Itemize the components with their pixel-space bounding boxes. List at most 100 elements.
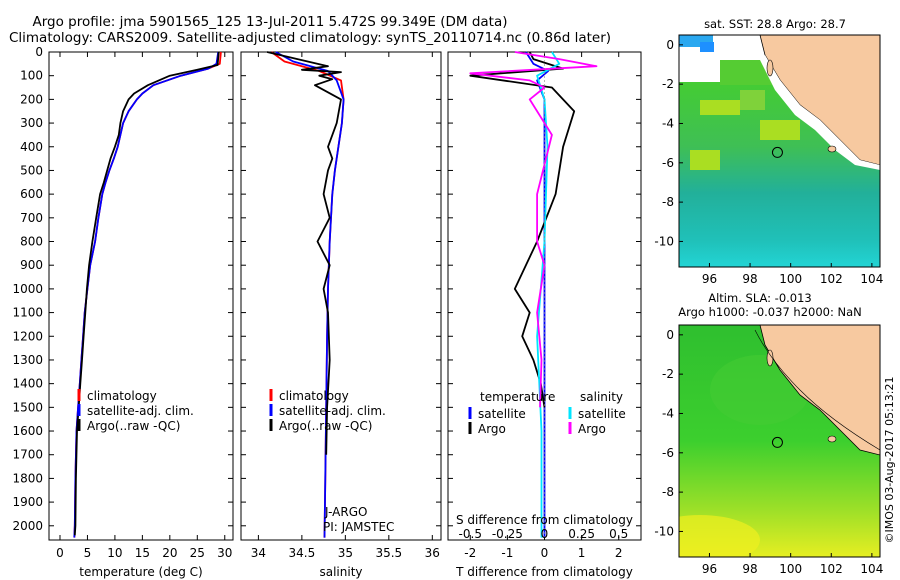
difference-x-tick-label: -1 (501, 546, 513, 560)
depth-tick-label: 1800 (12, 471, 43, 485)
sla_map-y-tick-label: -4 (662, 406, 674, 420)
sla_map-y-tick-label: -8 (662, 485, 674, 499)
sla-map-panel: Altim. SLA: -0.013 Argo h1000: -0.037 h2… (678, 291, 881, 558)
depth-tick-label: 2000 (12, 519, 43, 533)
difference-x-tick-label: 0 (541, 546, 549, 560)
depth-tick-label: 900 (20, 258, 43, 272)
sst_map-argo-position-marker (771, 146, 783, 158)
sst-map-title: sat. SST: 28.8 Argo: 28.7 (704, 17, 846, 31)
depth-tick-label: 1300 (12, 353, 43, 367)
salinity-x-tick-label: 34.5 (289, 546, 316, 560)
sla_map-y-tick-label: 0 (666, 328, 674, 342)
difference-secondary-tick-label: -0.5 (459, 527, 482, 541)
salinity-series-argo-raw-qc- (266, 51, 342, 455)
temperature-x-tick-label: 30 (217, 546, 232, 560)
difference-legend-label: satellite (478, 407, 526, 421)
depth-tick-label: 700 (20, 211, 43, 225)
salinity-legend-label: climatology (279, 389, 349, 403)
sst_map-x-tick-label: 98 (742, 272, 757, 286)
depth-tick-label: 1000 (12, 282, 43, 296)
depth-tick-label: 0 (35, 45, 43, 59)
difference-x-tick-label: 2 (615, 546, 623, 560)
temperature-series-argo-raw-qc- (73, 51, 220, 536)
temperature-legend-label: satellite-adj. clim. (87, 404, 194, 418)
salinity-plot-frame (240, 51, 442, 541)
depth-tick-label: 1900 (12, 495, 43, 509)
temperature-x-tick-label: 20 (162, 546, 177, 560)
sla_map-y-tick-label: -2 (662, 367, 674, 381)
temperature-x-tick-label: 15 (135, 546, 150, 560)
depth-tick-label: 1100 (12, 306, 43, 320)
depth-tick-label: 600 (20, 187, 43, 201)
difference-secondary-tick-label: -0.25 (492, 527, 523, 541)
difference-series-salinity-argo (469, 51, 598, 408)
sla_map-x-tick-label: 100 (779, 562, 802, 576)
depth-tick-label: 1200 (12, 329, 43, 343)
temperature-x-axis-label: temperature (deg C) (79, 565, 202, 579)
difference-x-tick-label: 1 (578, 546, 586, 560)
sst-map-panel: sat. SST: 28.8 Argo: 28.7 (678, 17, 881, 268)
depth-tick-label: 500 (20, 163, 43, 177)
salinity-x-axis-label: salinity (319, 565, 362, 579)
sla_map-y-tick-label: -6 (662, 446, 674, 460)
salinity-annotation-program: J-ARGO (324, 505, 367, 519)
difference-x-axis-label: T difference from climatology (455, 565, 633, 579)
temperature-x-tick-label: 10 (107, 546, 122, 560)
sla_map-x-tick-label: 96 (702, 562, 717, 576)
salinity-legend-label: satellite-adj. clim. (279, 404, 386, 418)
salinity-series-climatology (270, 51, 345, 538)
sst_map-x-tick-label: 100 (779, 272, 802, 286)
sla_map-y-tick-label: -10 (654, 524, 674, 538)
temperature-x-tick-label: 5 (84, 546, 92, 560)
footer-timestamp: ©IMOS 03-Aug-2017 05:13:21 (883, 377, 896, 544)
salinity-x-tick-label: 36 (425, 546, 440, 560)
sla_map-argo-position-marker (771, 436, 783, 448)
depth-tick-label: 1600 (12, 424, 43, 438)
sla_map-x-tick-label: 104 (860, 562, 883, 576)
temperature-series-satellite-adj-clim- (73, 51, 220, 538)
sla_map-x-tick-label: 98 (742, 562, 757, 576)
temperature-x-tick-label: 0 (56, 546, 64, 560)
depth-tick-label: 200 (20, 92, 43, 106)
salinity-series-satellite-adj-clim- (275, 51, 345, 538)
depth-tick-label: 1700 (12, 448, 43, 462)
sla-map-title-line1: Altim. SLA: -0.013 (708, 291, 812, 305)
difference-legend-label: Argo (478, 422, 506, 436)
salinity-x-tick-label: 35 (338, 546, 353, 560)
temperature-series-climatology (73, 51, 222, 538)
temperature-legend-label: Argo(..raw -QC) (87, 419, 180, 433)
sst_map-y-tick-label: -2 (662, 77, 674, 91)
sst_map-y-tick-label: -6 (662, 156, 674, 170)
depth-tick-label: 1400 (12, 377, 43, 391)
figure-title-line2: Climatology: CARS2009. Satellite-adjuste… (9, 30, 611, 46)
salinity-legend-label: Argo(..raw -QC) (279, 419, 372, 433)
salinity-x-tick-label: 35.5 (375, 546, 402, 560)
depth-tick-label: 800 (20, 235, 43, 249)
difference-legend-label: satellite (578, 407, 626, 421)
sst_map-y-tick-label: -10 (654, 234, 674, 248)
temperature-x-tick-label: 25 (190, 546, 205, 560)
depth-tick-label: 100 (20, 69, 43, 83)
salinity-annotation-pi: PI: JAMSTEC (323, 520, 394, 534)
difference-series-temperature-argo (469, 51, 576, 408)
difference-legend-title: salinity (580, 390, 623, 404)
difference-secondary-tick-label: 0.25 (568, 527, 595, 541)
difference-legend-label: Argo (578, 422, 606, 436)
difference-secondary-tick-label: 0 (541, 527, 549, 541)
temperature-legend-label: climatology (87, 389, 157, 403)
sst_map-x-tick-label: 96 (702, 272, 717, 286)
depth-tick-label: 1500 (12, 400, 43, 414)
sst_map-y-tick-label: -4 (662, 116, 674, 130)
sst_map-x-tick-label: 104 (860, 272, 883, 286)
sla-map-title-line2: Argo h1000: -0.037 h2000: NaN (678, 305, 862, 319)
sla_map-x-tick-label: 102 (820, 562, 843, 576)
figure-title-line1: Argo profile: jma 5901565_125 13-Jul-201… (33, 14, 508, 30)
sst_map-x-tick-label: 102 (820, 272, 843, 286)
sst_map-y-tick-label: -8 (662, 195, 674, 209)
difference-secondary-tick-label: 0.5 (609, 527, 628, 541)
depth-tick-label: 400 (20, 140, 43, 154)
difference-x-tick-label: -2 (464, 546, 476, 560)
depth-tick-label: 300 (20, 116, 43, 130)
sst_map-y-tick-label: 0 (666, 38, 674, 52)
